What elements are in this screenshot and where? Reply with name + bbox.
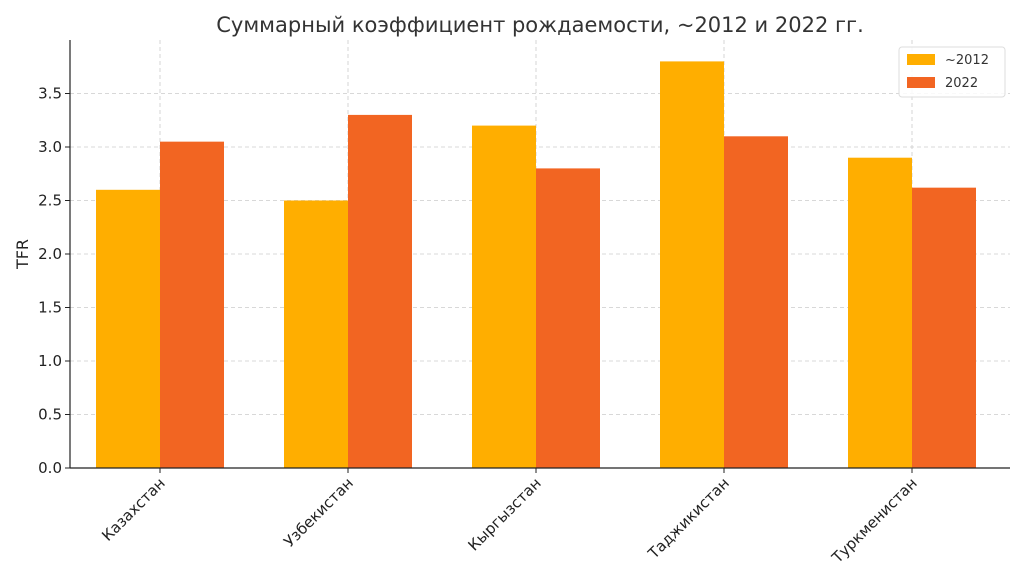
- x-tick-label: Таджикистан: [644, 474, 733, 563]
- bar-series2-2: [536, 168, 600, 468]
- x-tick-label: Туркменистан: [828, 474, 921, 567]
- y-tick-label: 1.0: [38, 352, 62, 370]
- bar-series2-0: [160, 141, 224, 468]
- bar-series2-4: [912, 187, 976, 468]
- y-tick-labels: 0.0 0.5 1.0 1.5 2.0 2.5 3.0 3.5: [38, 85, 70, 477]
- bar-series1-1: [284, 200, 348, 468]
- bar-series1-2: [472, 125, 536, 468]
- legend-swatch-1: [907, 77, 935, 88]
- x-tick-labels: Казахстан Узбекистан Кыргызстан Таджикистан…: [98, 468, 921, 567]
- legend-label-1: 2022: [945, 76, 978, 91]
- legend-label-0: ~2012: [945, 53, 989, 68]
- y-tick-label: 0.0: [38, 459, 62, 477]
- bar-series1-0: [96, 189, 160, 469]
- y-tick-label: 0.5: [38, 406, 62, 424]
- x-tick-label: Казахстан: [98, 474, 169, 545]
- y-tick-label: 2.5: [38, 192, 62, 210]
- legend-swatch-0: [907, 54, 935, 65]
- bar-series2-3: [724, 136, 788, 469]
- y-tick-label: 1.5: [38, 299, 62, 317]
- y-tick-label: 3.5: [38, 85, 62, 103]
- chart-title: Суммарный коэффициент рождаемости, ~2012…: [216, 13, 864, 37]
- y-tick-label: 3.0: [38, 138, 62, 156]
- bar-series2-1: [348, 114, 412, 469]
- x-tick-label: Узбекистан: [280, 474, 357, 551]
- y-axis-label: TFR: [13, 239, 32, 270]
- bar-series1-4: [848, 157, 912, 468]
- x-tick-label: Кыргызстан: [464, 474, 544, 554]
- bar-series1-3: [660, 61, 724, 469]
- bars: [96, 61, 976, 469]
- legend: ~2012 2022: [898, 46, 1006, 98]
- y-tick-label: 2.0: [38, 245, 62, 263]
